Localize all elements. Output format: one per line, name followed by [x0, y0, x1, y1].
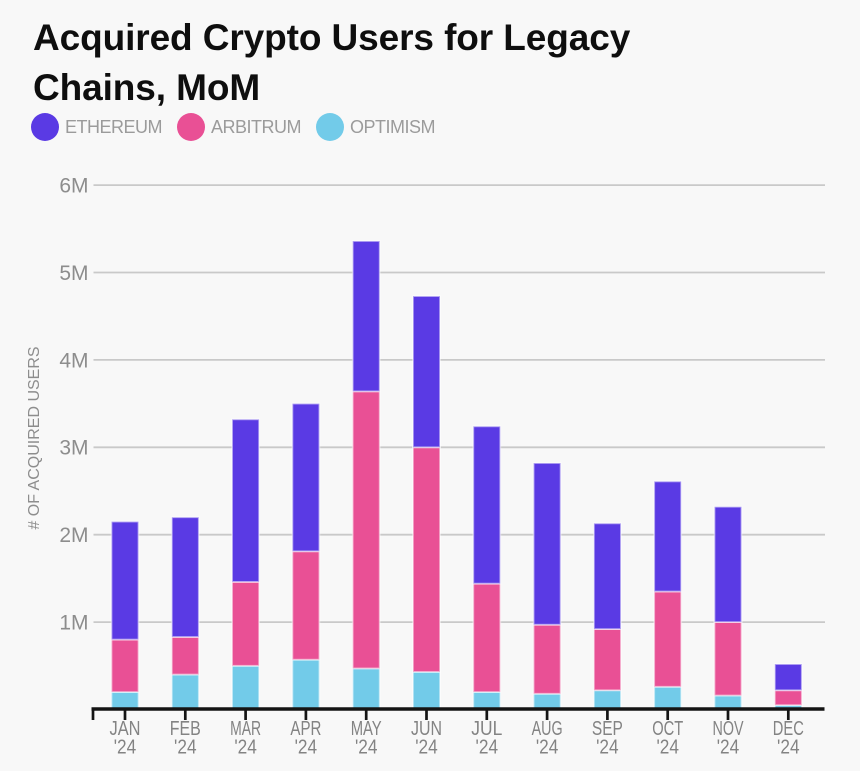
bar-segment-ethereum-apr[interactable] [291, 402, 321, 553]
legend-label: OPTIMISM [350, 116, 436, 137]
y-tick-label: 4M [59, 349, 88, 372]
chart-legend: ETHEREUM ARBITRUM OPTIMISM [31, 113, 450, 141]
x-label-month: APR [290, 718, 321, 740]
bar-segment-ethereum-mar[interactable] [231, 418, 261, 583]
bar-segment-arbitrum-jan[interactable] [110, 638, 140, 693]
bar-segment-arbitrum-nov[interactable] [713, 621, 743, 697]
bar-segment-ethereum-nov[interactable] [713, 505, 743, 623]
bar-segment-optimism-sep[interactable] [593, 689, 622, 711]
x-label-year: '24 [656, 737, 679, 759]
bar-segment-ethereum-jan[interactable] [110, 520, 140, 641]
x-label-month: NOV [713, 718, 744, 740]
legend-item-ethereum[interactable]: ETHEREUM [31, 113, 163, 141]
x-label-month: SEP [592, 718, 623, 740]
bar-segment-arbitrum-jun[interactable] [412, 446, 441, 673]
bar-segment-optimism-may[interactable] [351, 667, 381, 711]
legend-label: ARBITRUM [211, 116, 302, 137]
x-label-year: '24 [295, 737, 318, 759]
y-tick-label: 1M [59, 611, 88, 634]
x-label-year: '24 [415, 737, 438, 759]
bar-segment-arbitrum-aug[interactable] [532, 623, 562, 695]
legend-item-arbitrum[interactable]: ARBITRUM [177, 113, 302, 141]
bar-segment-arbitrum-may[interactable] [351, 390, 381, 670]
legend-dot-ethereum [31, 113, 59, 141]
y-axis-title: # OF ACQUIRED USERS [26, 346, 43, 529]
x-label-month: AUG [532, 718, 563, 740]
bar-segment-arbitrum-oct[interactable] [653, 590, 683, 688]
x-label-year: '24 [717, 737, 740, 759]
chart-title: Acquired Crypto Users for Legacy Chains,… [33, 17, 631, 108]
bar-segment-ethereum-dec[interactable] [773, 663, 803, 692]
bar-segment-optimism-jan[interactable] [110, 691, 140, 711]
bar-segment-arbitrum-sep[interactable] [593, 628, 622, 692]
x-label-year: '24 [174, 737, 197, 759]
y-tick-label: 3M [59, 437, 88, 460]
bar-segment-arbitrum-feb[interactable] [170, 636, 200, 676]
legend-dot-arbitrum [177, 113, 206, 141]
bar-segment-ethereum-oct[interactable] [653, 480, 683, 593]
bar-segment-ethereum-feb[interactable] [170, 516, 200, 638]
x-label-year: '24 [114, 737, 137, 759]
bar-segment-ethereum-jul[interactable] [472, 425, 502, 585]
y-tick-label: 5M [59, 262, 88, 285]
bar-segment-arbitrum-apr[interactable] [291, 550, 321, 661]
bar-segment-ethereum-jun[interactable] [412, 295, 441, 449]
bar-segment-optimism-oct[interactable] [653, 685, 683, 711]
x-label-month: JAN [110, 718, 141, 740]
bar-segment-arbitrum-dec[interactable] [773, 689, 803, 707]
x-label-year: '24 [476, 737, 499, 759]
x-label-year: '24 [596, 737, 619, 759]
bar-segment-ethereum-sep[interactable] [593, 522, 622, 630]
bar-segment-ethereum-may[interactable] [351, 240, 381, 393]
x-label-year: '24 [234, 737, 257, 759]
legend-item-optimism[interactable]: OPTIMISM [316, 113, 436, 141]
bar-segment-ethereum-aug[interactable] [532, 462, 562, 626]
bar-segment-optimism-aug[interactable] [532, 692, 562, 711]
bar-segment-optimism-mar[interactable] [231, 664, 261, 711]
x-label-year: '24 [355, 737, 378, 759]
x-label-month: JUL [471, 718, 502, 740]
y-tick-label: 2M [59, 524, 88, 547]
bar-segment-optimism-feb[interactable] [170, 673, 200, 711]
x-label-year: '24 [777, 737, 800, 759]
x-label-month: MAY [351, 718, 382, 740]
x-label-month: FEB [170, 718, 201, 740]
bar-segment-arbitrum-mar[interactable] [231, 580, 261, 667]
x-label-year: '24 [536, 737, 559, 759]
bar-segment-optimism-jul[interactable] [472, 691, 502, 711]
bar-segment-arbitrum-jul[interactable] [472, 582, 502, 693]
bar-segment-optimism-apr[interactable] [291, 658, 321, 711]
x-label-month: JUN [411, 718, 442, 740]
x-label-month: DEC [773, 718, 804, 740]
bar-segment-optimism-jun[interactable] [412, 671, 441, 711]
x-label-month: OCT [652, 718, 683, 740]
x-label-month: MAR [230, 718, 261, 740]
legend-dot-optimism [316, 113, 345, 141]
legend-label: ETHEREUM [65, 116, 163, 137]
y-tick-label: 6M [59, 174, 88, 197]
